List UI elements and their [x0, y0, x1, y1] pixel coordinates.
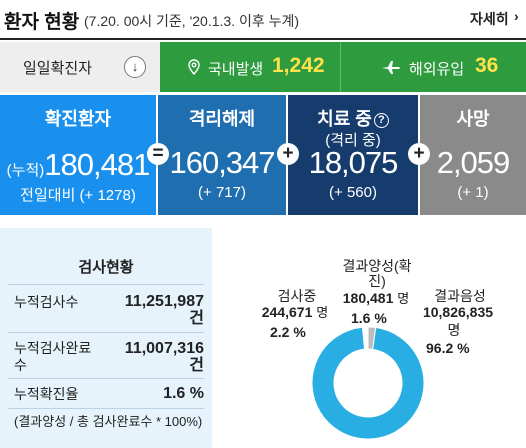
daily-confirmed-label: 일일확진자: [23, 60, 93, 77]
airplane-icon: [382, 61, 400, 74]
stat-confirmed-value-wrap: (누적)180,481: [0, 147, 156, 183]
plus-operator: +: [408, 143, 430, 165]
chevron-right-icon[interactable]: ›: [514, 8, 519, 24]
imported-label: 해외유입: [409, 61, 465, 78]
stat-deaths-label: 사망: [456, 109, 490, 129]
stat-confirmed-label: 확진환자: [44, 109, 112, 129]
total-tests-label: 누적검사수: [14, 294, 79, 310]
plus-operator: +: [277, 143, 299, 165]
divider: [8, 332, 204, 333]
imported-cases: 해외유입 36: [340, 42, 526, 92]
arrow-down-icon[interactable]: ↓: [124, 56, 146, 78]
help-icon[interactable]: ?: [373, 113, 389, 128]
positive-rate-label: 누적확진율: [14, 386, 79, 402]
stat-treatment-label-wrap: 치료 중?: [288, 105, 418, 131]
stat-deaths: 사망 2,059 (+ 1): [420, 95, 526, 215]
stat-treatment-sublabel: (격리 중): [325, 132, 381, 149]
positive-label-1: 결과양성(확: [342, 258, 412, 274]
test-status-title: 검사현황: [78, 259, 134, 276]
testing-percent: 2.2 %: [270, 324, 306, 340]
stat-deaths-value: 2,059: [436, 145, 511, 180]
completed-tests-label-2: 수: [14, 357, 27, 373]
completed-tests-unit: 건: [189, 357, 204, 374]
completed-tests-value: 11,007,316: [124, 340, 204, 357]
imported-value: 36: [475, 54, 499, 77]
domestic-cases: 국내발생 1,242: [160, 42, 340, 92]
location-pin-icon: [188, 59, 200, 75]
divider: [8, 408, 204, 409]
stat-confirmed: 확진환자 (누적)180,481 전일대비 (+ 1278): [0, 95, 156, 215]
positive-value: 180,481: [342, 290, 394, 306]
equals-operator: =: [147, 143, 169, 165]
positive-rate-note: (결과양성 / 총 검사완료수 * 100%): [14, 414, 203, 429]
negative-value: 10,826,835: [422, 304, 494, 320]
stat-confirmed-prefix: (누적): [6, 162, 45, 179]
page-title: 환자 현황: [4, 12, 80, 33]
testing-value: 244,671: [261, 304, 313, 320]
negative-unit: 명: [447, 322, 461, 338]
stat-treatment-value: 18,075: [308, 145, 399, 180]
more-link[interactable]: 자세히: [470, 11, 509, 27]
page-header: 환자 현황 (7.20. 00시 기준, '20.1.3. 이후 누계) 자세히…: [0, 0, 526, 40]
negative-label: 결과음성: [434, 288, 486, 304]
page-subtitle: (7.20. 00시 기준, '20.1.3. 이후 누계): [84, 13, 300, 29]
positive-value-wrap: 180,481 명: [326, 290, 426, 307]
stat-treatment: 치료 중? (격리 중) 18,075 (+ 560): [288, 95, 418, 215]
stat-treatment-label: 치료 중: [317, 109, 372, 129]
stat-released: 격리해제 160,347 (+ 717): [158, 95, 286, 215]
test-status-panel: 검사현황 누적검사수 11,251,987 건 누적검사완료 수 11,007,…: [0, 228, 212, 448]
total-tests-unit: 건: [189, 310, 204, 327]
completed-tests-label-1: 누적검사완료: [14, 340, 92, 356]
stat-confirmed-value: 180,481: [44, 147, 150, 182]
testing-unit: 명: [316, 305, 329, 320]
positive-percent: 1.6 %: [351, 310, 387, 326]
stat-released-value: 160,347: [169, 145, 275, 180]
donut-segment-negative: [311, 326, 425, 440]
positive-rate-value: 1.6 %: [163, 385, 204, 402]
daily-confirmed-row: 일일확진자 ↓ 국내발생 1,242 해외유입 36: [0, 42, 526, 92]
testing-label: 검사중: [277, 288, 317, 304]
testing-value-wrap: 244,671 명: [250, 304, 340, 321]
daily-confirmed-toggle[interactable]: 일일확진자 ↓: [0, 42, 160, 92]
stat-confirmed-delta: 전일대비 (+ 1278): [20, 187, 136, 204]
test-results-donut: [311, 326, 425, 440]
divider: [8, 378, 204, 379]
total-tests-value: 11,251,987: [124, 293, 204, 310]
stat-deaths-delta: (+ 1): [457, 184, 489, 201]
stat-treatment-delta: (+ 560): [329, 184, 377, 201]
domestic-label: 국내발생: [208, 61, 264, 78]
negative-percent: 96.2 %: [426, 340, 470, 356]
stat-released-label: 격리해제: [188, 109, 256, 129]
positive-unit: 명: [397, 291, 410, 306]
divider: [8, 284, 204, 285]
positive-label-2: 진): [368, 273, 386, 289]
stat-released-delta: (+ 717): [198, 184, 246, 201]
domestic-value: 1,242: [272, 54, 325, 77]
